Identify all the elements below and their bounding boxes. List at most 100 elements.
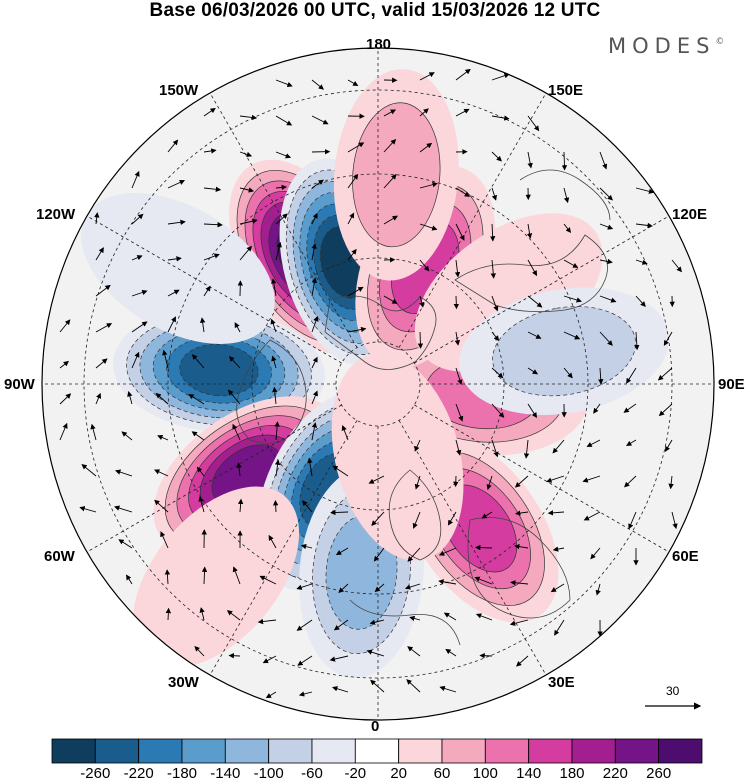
wind-vector: [491, 439, 499, 458]
meridian-line: [414, 404, 670, 553]
wind-vector: [311, 179, 324, 189]
wind-vector: [552, 546, 565, 552]
copyright-mark: ©: [715, 37, 725, 47]
wind-vector: [194, 645, 205, 657]
wind-vector: [475, 613, 493, 621]
wind-vector: [624, 475, 637, 488]
wind-vector: [167, 256, 182, 262]
colorbar-tick-label: 260: [646, 765, 672, 782]
wind-vector: [272, 386, 278, 405]
wind-vector: [552, 439, 565, 454]
wind-vector: [414, 475, 421, 490]
wind-vector: [311, 243, 317, 261]
meridian-line: [398, 420, 547, 676]
wind-vector: [347, 248, 357, 261]
wind-vector: [590, 547, 601, 560]
colorbar-box: [484, 738, 529, 764]
wind-vector: [118, 539, 133, 549]
wind-vector: [297, 655, 313, 666]
wind-vector: [232, 423, 241, 441]
colorbar-tick-label: -180: [166, 765, 198, 782]
wind-vector: [409, 615, 421, 622]
wind-vector: [341, 425, 349, 441]
wind-vector: [265, 691, 277, 699]
wind-vector: [234, 322, 241, 333]
wind-vector: [121, 431, 133, 441]
wind-vector: [198, 496, 205, 513]
wind-vector: [275, 151, 292, 159]
wind-vector: [599, 258, 613, 265]
wind-vector: [516, 655, 529, 667]
wind-vector: [131, 351, 140, 369]
wind-vector: [419, 142, 433, 153]
colorbar-boxes: [51, 738, 703, 764]
wind-vector: [368, 475, 385, 484]
wind-vector: [490, 259, 496, 279]
meridian-line: [209, 92, 358, 348]
wind-vector: [491, 295, 499, 312]
wind-vector: [203, 107, 216, 117]
wind-vector: [419, 182, 438, 189]
wind-vector: [296, 619, 313, 631]
wind-vector: [370, 679, 385, 693]
wind-vector: [510, 580, 529, 586]
wind-vector: [527, 331, 542, 339]
wind-vector: [491, 187, 498, 201]
wind-vector: [383, 174, 397, 189]
wind-vector: [59, 422, 68, 441]
wind-vector: [417, 331, 424, 349]
colorbar-tick-label: -20: [344, 765, 367, 782]
wind-vector: [95, 392, 102, 405]
wind-vector: [455, 187, 470, 197]
wind-vector: [546, 475, 565, 483]
wind-vector: [369, 619, 385, 625]
colorbar-tick-label: 20: [390, 765, 408, 782]
wind-vector: [226, 610, 241, 621]
wind-vector: [438, 547, 457, 556]
wind-vector: [347, 142, 365, 153]
wind-vector: [236, 462, 242, 477]
wind-vector: [237, 498, 244, 513]
anomaly-contour-13: [132, 486, 300, 668]
wind-vector: [330, 509, 349, 516]
wind-vector: [599, 331, 613, 346]
wind-vector: [383, 295, 398, 304]
lon-label-90w: 90W: [4, 376, 35, 393]
wind-vector: [131, 255, 143, 261]
wind-vector: [228, 356, 241, 369]
wind-vector: [271, 355, 277, 369]
wind-vector: [595, 583, 601, 596]
lon-label-30w: 30W: [168, 674, 199, 691]
brand-name: MODES: [608, 34, 716, 58]
wind-vector: [491, 115, 510, 121]
wind-vector: [443, 612, 457, 621]
wind-vector: [154, 469, 169, 477]
wind-vector: [167, 179, 186, 189]
wind-vector: [347, 326, 367, 333]
wind-vector: [259, 575, 277, 585]
wind-vector: [514, 475, 529, 488]
wind-vector: [438, 579, 457, 585]
wind-vector: [227, 389, 241, 405]
wind-vector: [275, 115, 293, 126]
colorbar-tick-label: -220: [123, 765, 154, 782]
wind-vector: [439, 685, 457, 693]
wind-vector: [300, 543, 313, 550]
wind-vector: [455, 108, 470, 117]
wind-vector: [59, 319, 71, 333]
colorbar-tick-label: -60: [301, 765, 323, 782]
lon-label-150e: 150E: [548, 82, 584, 99]
colorbar-box: [138, 738, 183, 764]
wind-vector: [95, 284, 111, 297]
wind-vector: [455, 367, 463, 386]
wind-vector: [407, 646, 421, 657]
wind-vector: [479, 652, 493, 659]
wind-vector: [79, 506, 97, 513]
wind-vector: [239, 245, 252, 261]
anomaly-contour-2: [179, 344, 259, 397]
colorbar-box: [658, 738, 703, 764]
wind-vector: [628, 511, 637, 530]
wind-vector: [155, 392, 169, 405]
coastlines: [236, 169, 611, 646]
wind-vector: [335, 547, 349, 556]
